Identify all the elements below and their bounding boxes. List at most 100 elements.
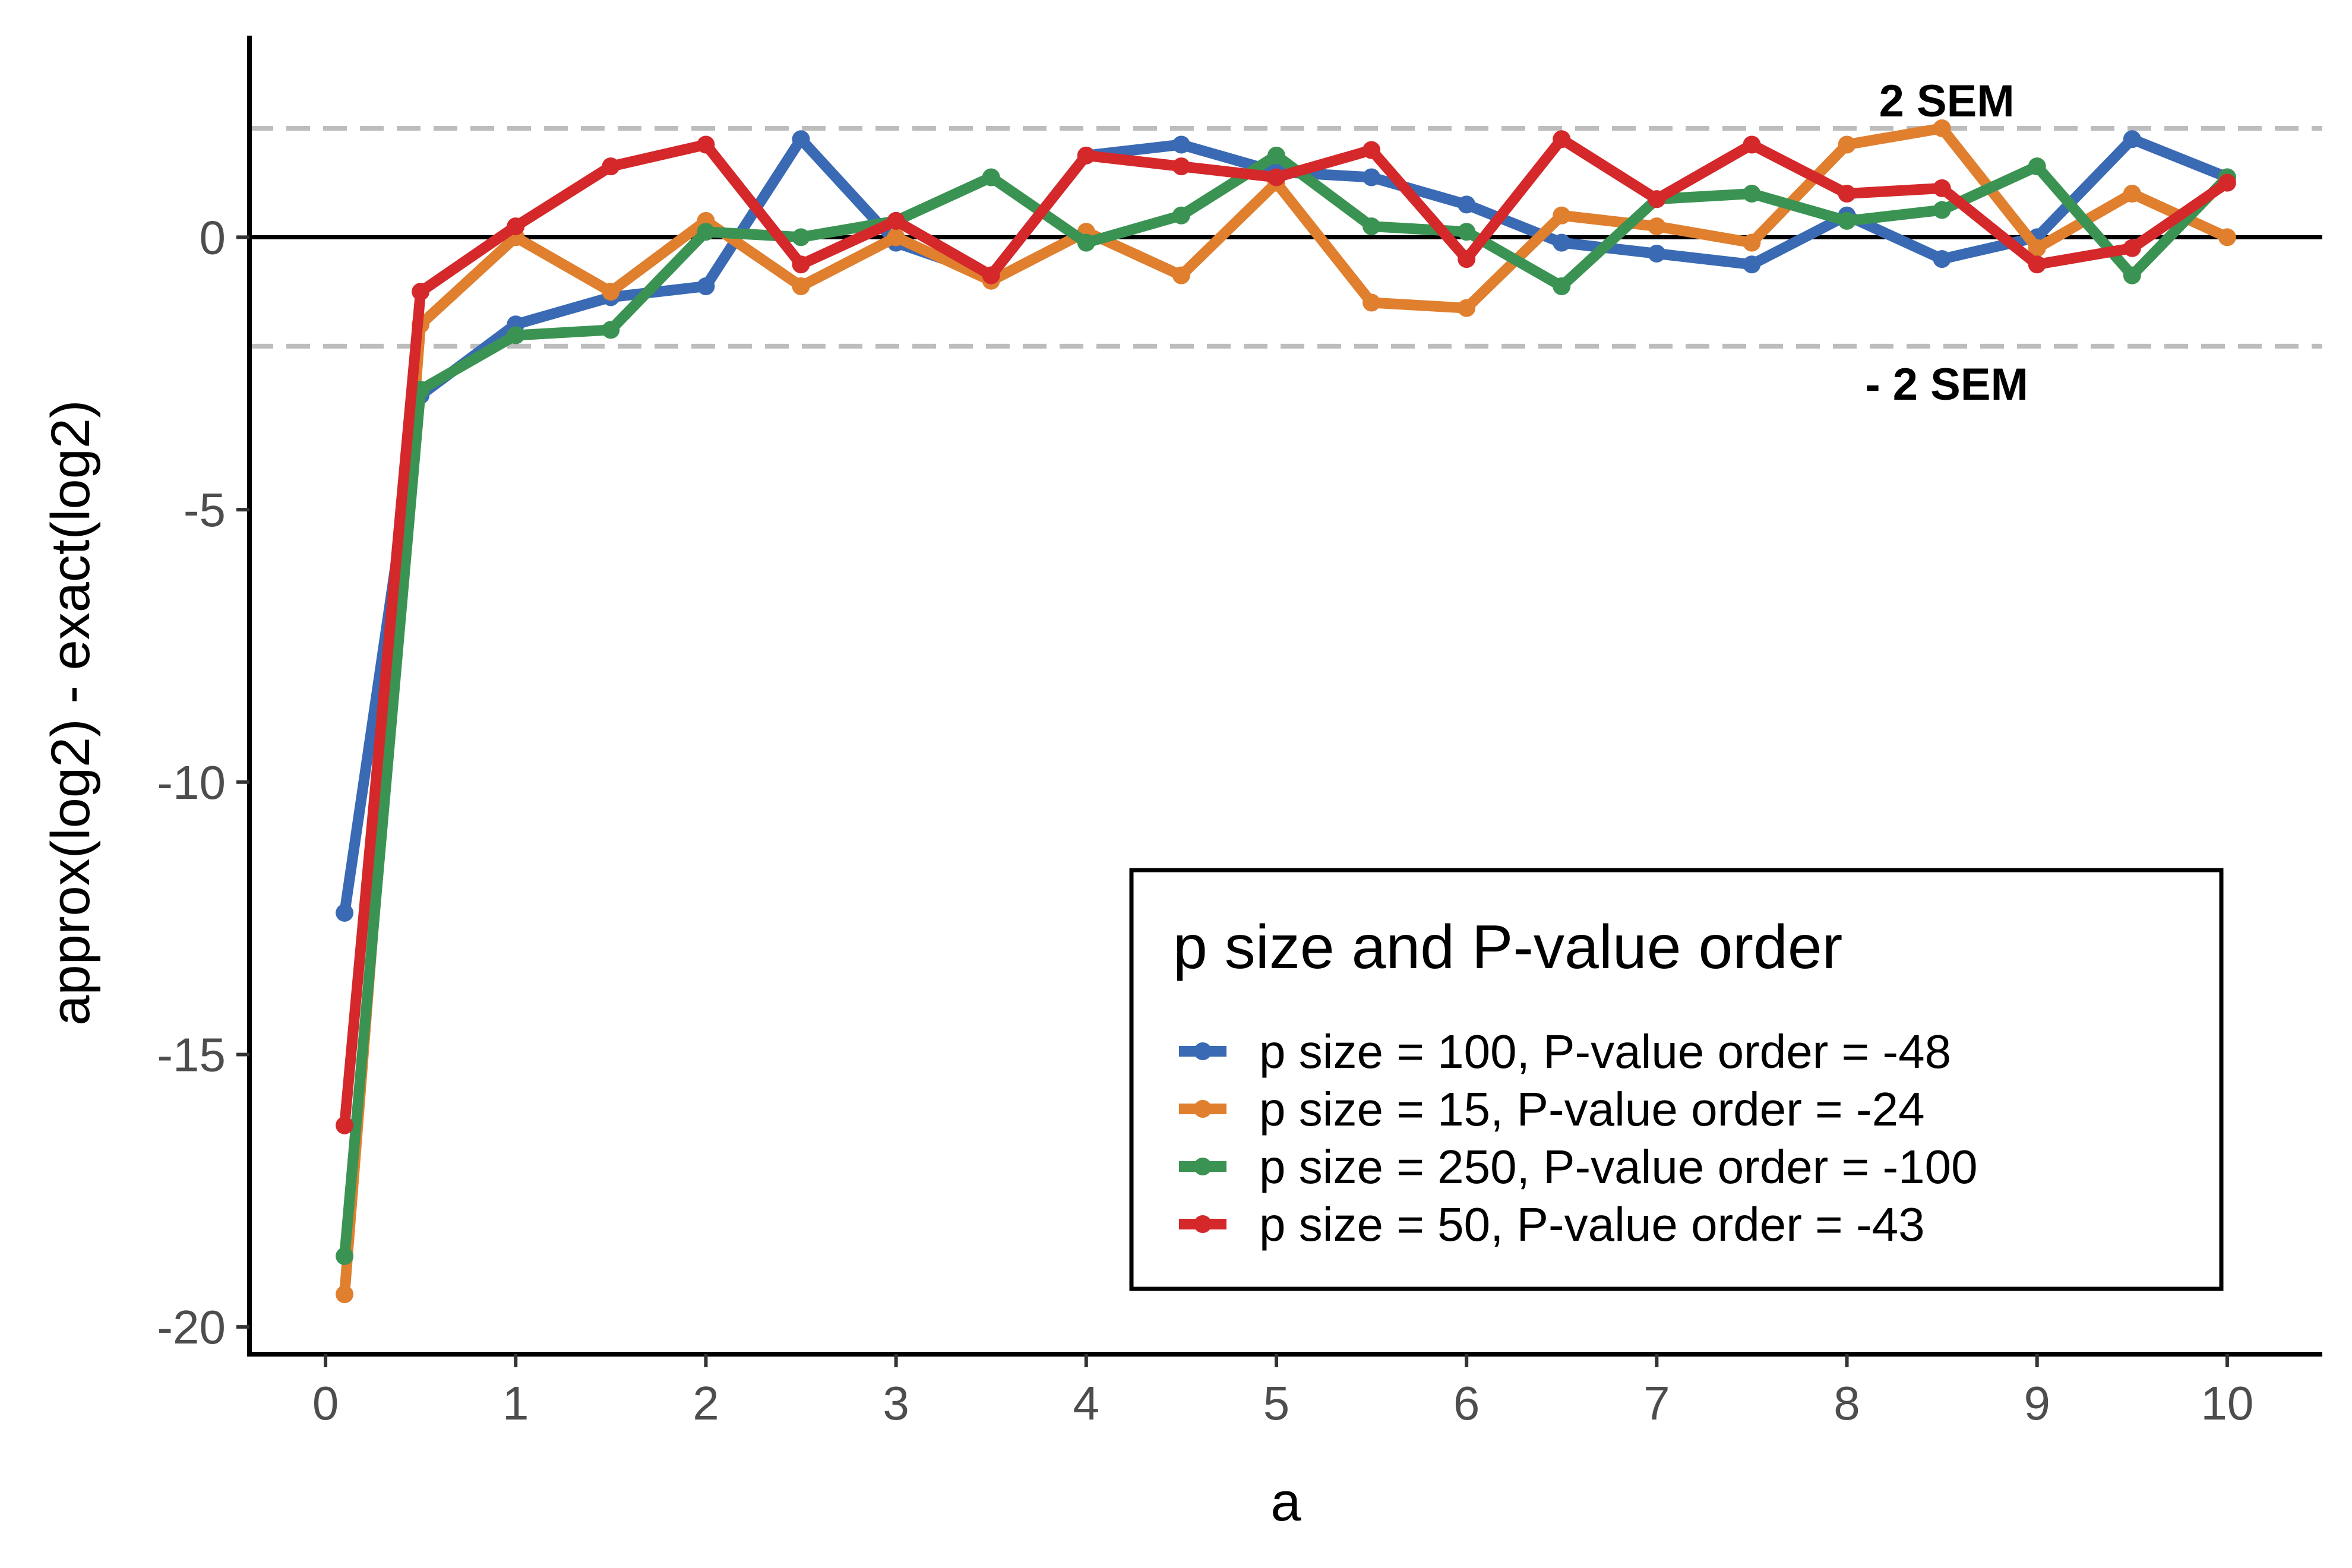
x-ticks: 0 1 2 3 4 5 6 7 8 9 10 bbox=[312, 1354, 2254, 1430]
legend-item: p size = 250, P-value order = -100 bbox=[1179, 1140, 1978, 1193]
data-point bbox=[1933, 179, 1951, 197]
data-point bbox=[1838, 185, 1856, 203]
data-point bbox=[1458, 299, 1475, 317]
data-point bbox=[1648, 245, 1665, 263]
data-point bbox=[336, 1247, 353, 1265]
annotation-upper-sem: 2 SEM bbox=[1879, 76, 2015, 127]
data-point bbox=[336, 904, 353, 922]
data-point bbox=[1743, 185, 1760, 203]
legend-label: p size = 250, P-value order = -100 bbox=[1259, 1140, 1978, 1193]
data-point bbox=[2218, 174, 2236, 192]
legend-swatch-point bbox=[1194, 1100, 1212, 1118]
legend-swatch-point bbox=[1194, 1215, 1212, 1233]
data-point bbox=[1553, 130, 1570, 148]
x-tick-label: 0 bbox=[312, 1377, 339, 1430]
data-point bbox=[2123, 239, 2141, 257]
data-point bbox=[1172, 207, 1190, 225]
y-tick-label: -20 bbox=[157, 1301, 226, 1354]
y-tick-label: -5 bbox=[184, 483, 226, 536]
data-point bbox=[602, 321, 619, 339]
data-point bbox=[1648, 190, 1665, 208]
data-point bbox=[887, 228, 905, 246]
data-point bbox=[1362, 169, 1380, 186]
data-point bbox=[792, 255, 810, 273]
legend-item: p size = 50, P-value order = -43 bbox=[1179, 1198, 1925, 1251]
legend-label: p size = 50, P-value order = -43 bbox=[1259, 1198, 1925, 1251]
x-tick-label: 9 bbox=[2024, 1377, 2050, 1430]
legend-swatch-point bbox=[1194, 1158, 1212, 1175]
data-point bbox=[1267, 147, 1285, 165]
data-point bbox=[1838, 135, 1856, 153]
data-point bbox=[1362, 141, 1380, 159]
data-point bbox=[336, 1117, 353, 1134]
data-point bbox=[1458, 250, 1475, 268]
legend: p size and P-value order p size = 100, P… bbox=[1131, 870, 2221, 1289]
data-point bbox=[1458, 195, 1475, 213]
x-tick-label: 1 bbox=[502, 1377, 529, 1430]
data-point bbox=[697, 277, 715, 295]
data-point bbox=[982, 267, 1000, 284]
data-point bbox=[507, 327, 524, 344]
y-tick-label: -10 bbox=[157, 756, 226, 809]
x-tick-label: 3 bbox=[883, 1377, 909, 1430]
data-point bbox=[1648, 217, 1665, 235]
data-point bbox=[792, 130, 810, 148]
data-point bbox=[507, 217, 524, 235]
data-point bbox=[2123, 267, 2141, 284]
data-point bbox=[1743, 135, 1760, 153]
data-point bbox=[1077, 147, 1095, 165]
y-tick-label: -15 bbox=[157, 1028, 226, 1081]
x-tick-label: 7 bbox=[1643, 1377, 1670, 1430]
data-point bbox=[2218, 228, 2236, 246]
data-point bbox=[1458, 223, 1475, 241]
legend-label: p size = 100, P-value order = -48 bbox=[1259, 1025, 1951, 1078]
y-ticks: -20 -15 -10 -5 0 bbox=[157, 211, 249, 1354]
data-point bbox=[1172, 157, 1190, 175]
data-point bbox=[792, 277, 810, 295]
data-point bbox=[602, 283, 619, 301]
data-point bbox=[1743, 255, 1760, 273]
x-tick-label: 4 bbox=[1073, 1377, 1100, 1430]
x-tick-label: 10 bbox=[2201, 1377, 2253, 1430]
legend-label: p size = 15, P-value order = -24 bbox=[1259, 1083, 1925, 1136]
data-point bbox=[1838, 212, 1856, 230]
x-axis-title: a bbox=[1270, 1472, 1301, 1532]
data-point bbox=[792, 228, 810, 246]
x-tick-label: 8 bbox=[1833, 1377, 1860, 1430]
data-point bbox=[1933, 201, 1951, 219]
data-point bbox=[602, 157, 619, 175]
data-point bbox=[2123, 185, 2141, 203]
data-point bbox=[697, 135, 715, 153]
x-tick-label: 5 bbox=[1263, 1377, 1290, 1430]
data-point bbox=[1362, 294, 1380, 312]
legend-title: p size and P-value order bbox=[1173, 913, 1842, 982]
data-point bbox=[982, 169, 1000, 186]
series-0 bbox=[336, 130, 2236, 922]
legend-swatch-point bbox=[1194, 1042, 1212, 1060]
data-point bbox=[1362, 217, 1380, 235]
data-point bbox=[1172, 267, 1190, 284]
data-point bbox=[1077, 234, 1095, 252]
data-point bbox=[1743, 234, 1760, 252]
x-tick-label: 6 bbox=[1453, 1377, 1480, 1430]
data-point bbox=[2028, 157, 2046, 175]
data-point bbox=[412, 283, 429, 301]
data-point bbox=[2123, 130, 2141, 148]
legend-item: p size = 100, P-value order = -48 bbox=[1179, 1025, 1951, 1078]
data-point bbox=[1172, 135, 1190, 153]
data-point bbox=[1553, 277, 1570, 295]
x-tick-label: 2 bbox=[693, 1377, 719, 1430]
y-axis-title: approx(log2) - exact(log2) bbox=[40, 400, 101, 1025]
y-tick-label: 0 bbox=[200, 211, 226, 264]
data-point bbox=[887, 212, 905, 230]
data-point bbox=[2028, 255, 2046, 273]
data-point bbox=[336, 1285, 353, 1303]
annotation-lower-sem: - 2 SEM bbox=[1865, 359, 2028, 410]
data-point bbox=[697, 223, 715, 241]
data-point bbox=[1553, 207, 1570, 225]
data-point bbox=[1267, 169, 1285, 186]
data-point bbox=[1553, 234, 1570, 252]
legend-item: p size = 15, P-value order = -24 bbox=[1179, 1083, 1925, 1136]
data-point bbox=[1933, 250, 1951, 268]
